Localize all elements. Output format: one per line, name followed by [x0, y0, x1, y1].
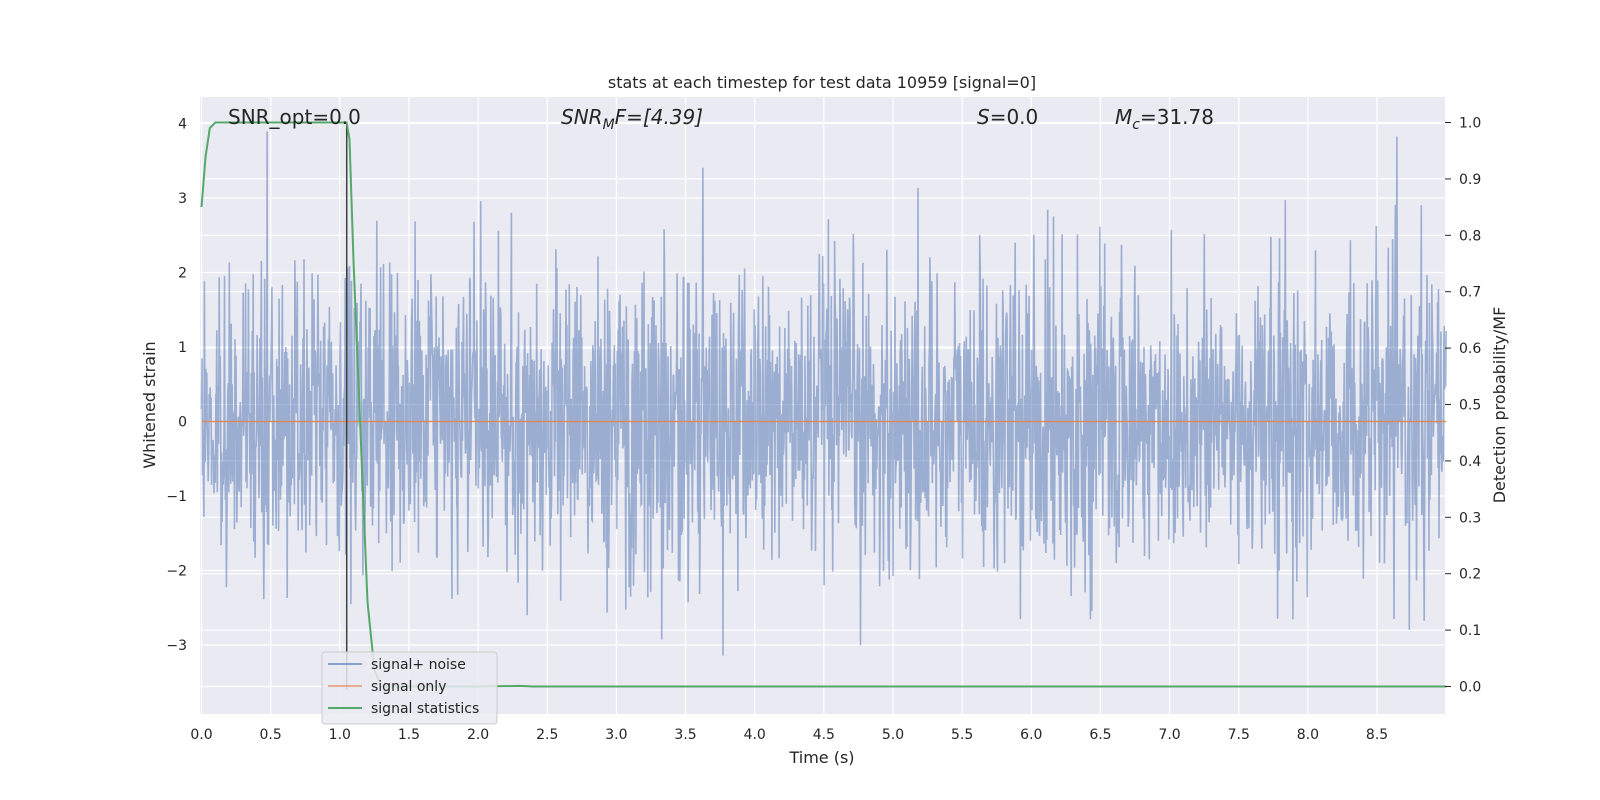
x-tick-label: 6.0 — [1020, 727, 1042, 743]
x-tick-label: 3.0 — [605, 727, 627, 743]
y2-tick-label: 0.8 — [1459, 228, 1481, 244]
y2-ticks: 0.0 0.1 0.2 0.3 0.4 0.5 0.6 0.7 0.8 0.9 1.0 — [1445, 116, 1481, 696]
y-tick-label: −2 — [166, 564, 187, 580]
y-tick-label: 4 — [178, 117, 187, 133]
y2-tick-label: 0.7 — [1459, 285, 1481, 301]
y2-tick-label: 1.0 — [1459, 116, 1481, 132]
x-tick-label: 5.0 — [882, 727, 904, 743]
x-tick-label: 8.5 — [1366, 727, 1388, 743]
y-tick-label: 1 — [178, 340, 187, 356]
line-series — [200, 121, 1447, 690]
legend-box — [321, 651, 498, 725]
annotation-snr-opt: SNR_opt=0.0 — [228, 105, 361, 129]
annotation-mc-rest: =31.78 — [1140, 105, 1214, 129]
y2-tick-label: 0.5 — [1459, 398, 1481, 414]
legend-label-signal-noise: signal+ noise — [371, 657, 466, 673]
y2-tick-label: 0.0 — [1459, 680, 1481, 696]
y-ticks: −3 −2 −1 0 1 2 3 4 — [166, 117, 187, 655]
y2-axis-label: Detection probability/MF — [1490, 307, 1509, 504]
annotation-mc: Mc=31.78 — [1115, 105, 1214, 133]
y2-tick-label: 0.9 — [1459, 172, 1481, 188]
legend: signal+ noise signal only signal statist… — [321, 651, 498, 725]
annotation-mc-main: M — [1115, 105, 1132, 129]
x-tick-label: 2.5 — [536, 727, 558, 743]
annotation-snr-mf-main: SNR — [561, 105, 603, 129]
annotation-mc-sub: c — [1132, 117, 1140, 133]
annotation-s-rest: =0.0 — [990, 105, 1039, 129]
annotation-s: S=0.0 — [977, 105, 1038, 129]
y-axis-label: Whitened strain — [140, 341, 159, 468]
y-tick-label: 0 — [178, 415, 187, 431]
x-tick-label: 7.5 — [1228, 727, 1250, 743]
y-tick-label: −3 — [166, 638, 187, 654]
y2-tick-label: 0.2 — [1459, 567, 1481, 583]
signal-noise-line — [200, 131, 1447, 656]
legend-label-signal-only: signal only — [371, 679, 446, 695]
signal-noise-series — [200, 131, 1447, 656]
x-tick-label: 1.5 — [398, 727, 420, 743]
y-tick-label: 2 — [178, 266, 187, 282]
x-tick-label: 4.5 — [813, 727, 835, 743]
legend-label-signal-statistics: signal statistics — [371, 701, 479, 717]
x-tick-label: 7.0 — [1158, 727, 1180, 743]
x-axis-label: Time (s) — [788, 748, 854, 767]
y2-tick-label: 0.3 — [1459, 510, 1481, 526]
y2-tick-label: 0.1 — [1459, 623, 1481, 639]
signal-statistics-line — [200, 121, 1447, 688]
x-tick-label: 0.0 — [190, 727, 212, 743]
y-tick-label: −1 — [166, 489, 187, 505]
annotation-s-main: S — [977, 105, 990, 129]
y2-tick-label: 0.4 — [1459, 454, 1481, 470]
chart-title: stats at each timestep for test data 109… — [608, 73, 1036, 92]
annotation-snr-mf-f: F=[4.39] — [615, 105, 703, 129]
annotation-snr-mf: SNRMF=[4.39] — [561, 105, 703, 133]
y-tick-label: 3 — [178, 191, 187, 207]
x-tick-label: 2.0 — [467, 727, 489, 743]
annotation-snr-mf-sub: M — [603, 117, 615, 133]
x-tick-label: 3.5 — [674, 727, 696, 743]
x-tick-label: 8.0 — [1297, 727, 1319, 743]
x-tick-label: 6.5 — [1089, 727, 1111, 743]
x-tick-label: 4.0 — [744, 727, 766, 743]
x-ticks: 0.0 0.5 1.0 1.5 2.0 2.5 3.0 3.5 4.0 4.5 5.0 5.5 6.0 6… — [190, 727, 1388, 743]
x-tick-label: 5.5 — [951, 727, 973, 743]
y2-tick-label: 0.6 — [1459, 341, 1481, 357]
x-tick-label: 0.5 — [260, 727, 282, 743]
x-tick-label: 1.0 — [329, 727, 351, 743]
